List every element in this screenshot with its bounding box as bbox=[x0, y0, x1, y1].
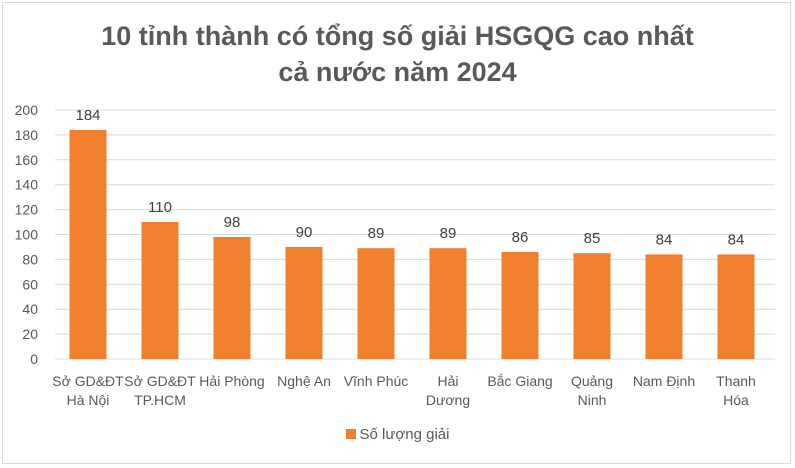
chart-title-line-1: 10 tỉnh thành có tổng số giải HSGQG cao … bbox=[101, 21, 694, 51]
legend-swatch bbox=[345, 429, 356, 440]
bar bbox=[357, 248, 395, 359]
y-tick-label: 120 bbox=[15, 202, 39, 218]
y-tick-label: 160 bbox=[15, 152, 39, 168]
data-label: 90 bbox=[296, 224, 313, 241]
x-tick-label: Hà Nội bbox=[67, 392, 110, 408]
bar bbox=[573, 253, 611, 359]
y-tick-label: 100 bbox=[15, 227, 39, 243]
legend: Số lượng giải bbox=[0, 426, 795, 443]
bar bbox=[429, 248, 467, 359]
chart-frame bbox=[2, 2, 791, 464]
x-tick-label: Vĩnh Phúc bbox=[344, 373, 409, 389]
y-tick-label: 80 bbox=[22, 251, 38, 267]
chart-title: 10 tỉnh thành có tổng số giải HSGQG cao … bbox=[0, 18, 795, 90]
legend-label: Số lượng giải bbox=[359, 426, 450, 443]
bar bbox=[645, 254, 683, 359]
x-tick-label: Ninh bbox=[578, 392, 607, 408]
data-label: 89 bbox=[440, 225, 457, 242]
x-tick-label: Nam Định bbox=[633, 373, 695, 389]
data-label: 184 bbox=[75, 107, 100, 124]
data-label: 85 bbox=[584, 230, 601, 247]
bar bbox=[141, 222, 179, 359]
chart-title-line-2: cả nước năm 2024 bbox=[278, 57, 517, 87]
data-label: 84 bbox=[656, 231, 673, 248]
y-tick-label: 20 bbox=[22, 326, 38, 342]
y-tick-label: 140 bbox=[15, 177, 39, 193]
bar bbox=[69, 129, 107, 359]
x-tick-label: Sở GD&ĐT bbox=[52, 373, 124, 389]
data-label: 86 bbox=[512, 229, 529, 246]
x-tick-label: Dương bbox=[426, 392, 470, 408]
y-tick-label: 200 bbox=[15, 102, 39, 118]
x-tick-label: Hóa bbox=[723, 392, 749, 408]
data-label: 84 bbox=[728, 231, 745, 248]
y-tick-label: 180 bbox=[15, 127, 39, 143]
data-label: 98 bbox=[224, 214, 241, 231]
x-tick-label: Hải Phòng bbox=[199, 373, 264, 389]
bar bbox=[501, 251, 539, 359]
x-tick-label: Thanh bbox=[716, 373, 756, 389]
x-tick-label: Nghệ An bbox=[277, 373, 331, 389]
data-label: 89 bbox=[368, 225, 385, 242]
bar bbox=[285, 246, 323, 359]
y-tick-label: 60 bbox=[22, 276, 38, 292]
y-tick-label: 0 bbox=[30, 351, 38, 367]
x-tick-label: Quảng bbox=[571, 373, 613, 389]
data-label: 110 bbox=[148, 199, 172, 216]
bar bbox=[213, 236, 251, 359]
bar bbox=[717, 254, 755, 359]
x-tick-label: Hải bbox=[437, 373, 458, 389]
y-tick-label: 40 bbox=[22, 301, 38, 317]
x-tick-label: Sở GD&ĐT bbox=[124, 373, 196, 389]
x-tick-label: TP.HCM bbox=[134, 392, 186, 408]
x-tick-label: Bắc Giang bbox=[487, 373, 552, 389]
